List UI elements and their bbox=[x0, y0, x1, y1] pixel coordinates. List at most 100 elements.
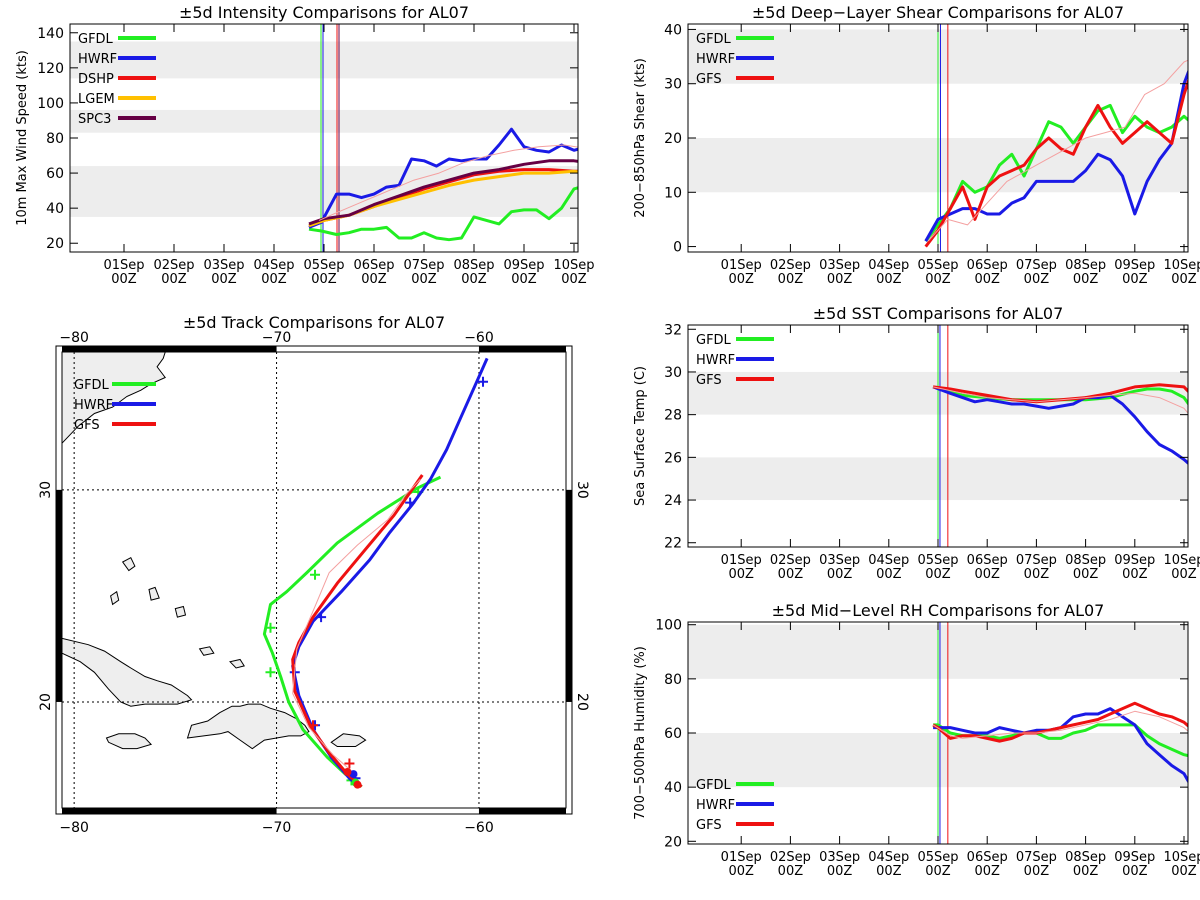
chart-rh: 2040608010001Sep00Z02Sep00Z03Sep00Z04Sep… bbox=[633, 601, 1200, 879]
x-tick-label: 08Sep bbox=[1065, 553, 1106, 568]
series-group bbox=[308, 127, 578, 242]
lon-label-top: −60 bbox=[464, 330, 494, 346]
legend-label: GFS bbox=[696, 373, 722, 388]
x-tick-label-hour: 00Z bbox=[511, 272, 537, 287]
x-tick-label-hour: 00Z bbox=[827, 864, 853, 879]
x-tick-label: 05Sep bbox=[917, 553, 958, 568]
y-tick-label: 22 bbox=[664, 536, 682, 552]
x-tick-label: 03Sep bbox=[819, 850, 860, 865]
x-tick-label: 07Sep bbox=[1016, 258, 1057, 273]
y-tick-label: 24 bbox=[664, 493, 682, 509]
chart-title: ±5d Deep−Layer Shear Comparisons for AL0… bbox=[752, 3, 1124, 22]
series-line-cons bbox=[318, 144, 578, 221]
lon-label-bottom: −80 bbox=[59, 820, 89, 836]
x-tick-label: 03Sep bbox=[819, 258, 860, 273]
y-tick-label: 20 bbox=[46, 236, 64, 252]
x-tick-label: 10Sep bbox=[1163, 850, 1200, 865]
x-tick-label-hour: 00Z bbox=[411, 272, 437, 287]
x-tick-label-hour: 00Z bbox=[1122, 567, 1148, 582]
border-bar bbox=[56, 489, 62, 702]
y-axis-label: Sea Surface Temp (C) bbox=[633, 366, 648, 506]
x-tick-label-hour: 00Z bbox=[778, 567, 804, 582]
x-tick-label-hour: 00Z bbox=[778, 272, 804, 287]
y-tick-label: 60 bbox=[664, 726, 682, 742]
series-group bbox=[924, 59, 1188, 248]
x-tick-label-hour: 00Z bbox=[728, 272, 754, 287]
x-tick-label: 04Sep bbox=[868, 553, 909, 568]
x-tick-label-hour: 00Z bbox=[778, 864, 804, 879]
chart-title: ±5d Track Comparisons for AL07 bbox=[183, 313, 445, 332]
track-line-hwrf bbox=[291, 357, 489, 788]
x-tick-label-hour: 00Z bbox=[728, 864, 754, 879]
y-tick-label: 80 bbox=[664, 672, 682, 688]
x-tick-label-hour: 00Z bbox=[111, 272, 137, 287]
lat-label-left: 30 bbox=[38, 481, 54, 499]
series-line-cons bbox=[932, 710, 1188, 739]
x-tick-label-hour: 00Z bbox=[876, 272, 902, 287]
legend-label: HWRF bbox=[696, 52, 735, 67]
x-tick-label-hour: 00Z bbox=[1122, 272, 1148, 287]
legend-label: GFDL bbox=[696, 778, 732, 793]
x-tick-label-hour: 00Z bbox=[161, 272, 187, 287]
track-line-cons bbox=[292, 478, 421, 777]
border-bar bbox=[62, 808, 277, 814]
series-line-gfs bbox=[924, 77, 1188, 248]
legend-label: GFS bbox=[74, 418, 100, 433]
x-tick-label: 01Sep bbox=[103, 258, 144, 273]
x-tick-label-hour: 00Z bbox=[561, 272, 587, 287]
y-tick-label: 40 bbox=[46, 201, 64, 217]
y-tick-label: 26 bbox=[664, 450, 682, 466]
y-axis-label: 700−500hPa Humidity (%) bbox=[633, 646, 648, 820]
y-tick-label: 100 bbox=[655, 618, 682, 634]
chart-title: ±5d Mid−Level RH Comparisons for AL07 bbox=[772, 601, 1105, 620]
x-tick-label: 10Sep bbox=[1163, 553, 1200, 568]
track-line-gfs bbox=[291, 474, 424, 788]
track-fix-marker bbox=[344, 758, 355, 769]
x-tick-label: 07Sep bbox=[403, 258, 444, 273]
x-tick-label: 07Sep bbox=[1016, 850, 1057, 865]
y-tick-label: 20 bbox=[664, 131, 682, 147]
x-tick-label: 06Sep bbox=[353, 258, 394, 273]
y-axis-label: 10m Max Wind Speed (kts) bbox=[15, 50, 30, 226]
series-line-hwrf bbox=[932, 385, 1188, 465]
series-line-gfdl bbox=[308, 186, 578, 242]
track-line-gfdl bbox=[262, 475, 442, 788]
x-tick-label: 04Sep bbox=[868, 258, 909, 273]
x-tick-label: 04Sep bbox=[868, 850, 909, 865]
x-tick-label-hour: 00Z bbox=[1024, 272, 1050, 287]
track-fix-marker bbox=[478, 376, 489, 387]
track-fix-marker bbox=[265, 622, 276, 633]
shade-band bbox=[70, 109, 578, 133]
y-tick-label: 100 bbox=[37, 96, 64, 112]
series-group bbox=[932, 383, 1188, 465]
x-tick-label-hour: 00Z bbox=[1073, 272, 1099, 287]
border-bar bbox=[478, 346, 566, 352]
series-line-cons bbox=[927, 59, 1188, 242]
border-bar bbox=[478, 808, 566, 814]
x-tick-label: 09Sep bbox=[503, 258, 544, 273]
x-tick-label: 09Sep bbox=[1114, 850, 1155, 865]
legend-label: GFS bbox=[696, 72, 722, 87]
x-tick-label-hour: 00Z bbox=[728, 567, 754, 582]
y-tick-label: 80 bbox=[46, 131, 64, 147]
x-tick-label-hour: 00Z bbox=[1171, 272, 1197, 287]
y-tick-label: 28 bbox=[664, 408, 682, 424]
series-line-hwrf bbox=[308, 127, 578, 229]
track-fix-marker bbox=[307, 720, 318, 731]
x-tick-label-hour: 00Z bbox=[974, 864, 1000, 879]
series-line-gfdl bbox=[932, 385, 1188, 406]
x-tick-label-hour: 00Z bbox=[974, 272, 1000, 287]
legend-label: SPC3 bbox=[78, 112, 111, 127]
lat-label-left: 20 bbox=[38, 693, 54, 711]
chart-intensity: 2040608010012014001Sep00Z02Sep00Z03Sep00… bbox=[15, 3, 595, 287]
x-tick-label: 04Sep bbox=[253, 258, 294, 273]
x-tick-label: 05Sep bbox=[917, 258, 958, 273]
y-tick-label: 0 bbox=[673, 240, 682, 256]
legend-label: GFDL bbox=[78, 32, 114, 47]
x-tick-label: 06Sep bbox=[967, 850, 1008, 865]
legend-label: GFDL bbox=[74, 378, 110, 393]
legend-label: LGEM bbox=[78, 92, 115, 107]
x-tick-label: 08Sep bbox=[453, 258, 494, 273]
y-tick-label: 60 bbox=[46, 166, 64, 182]
